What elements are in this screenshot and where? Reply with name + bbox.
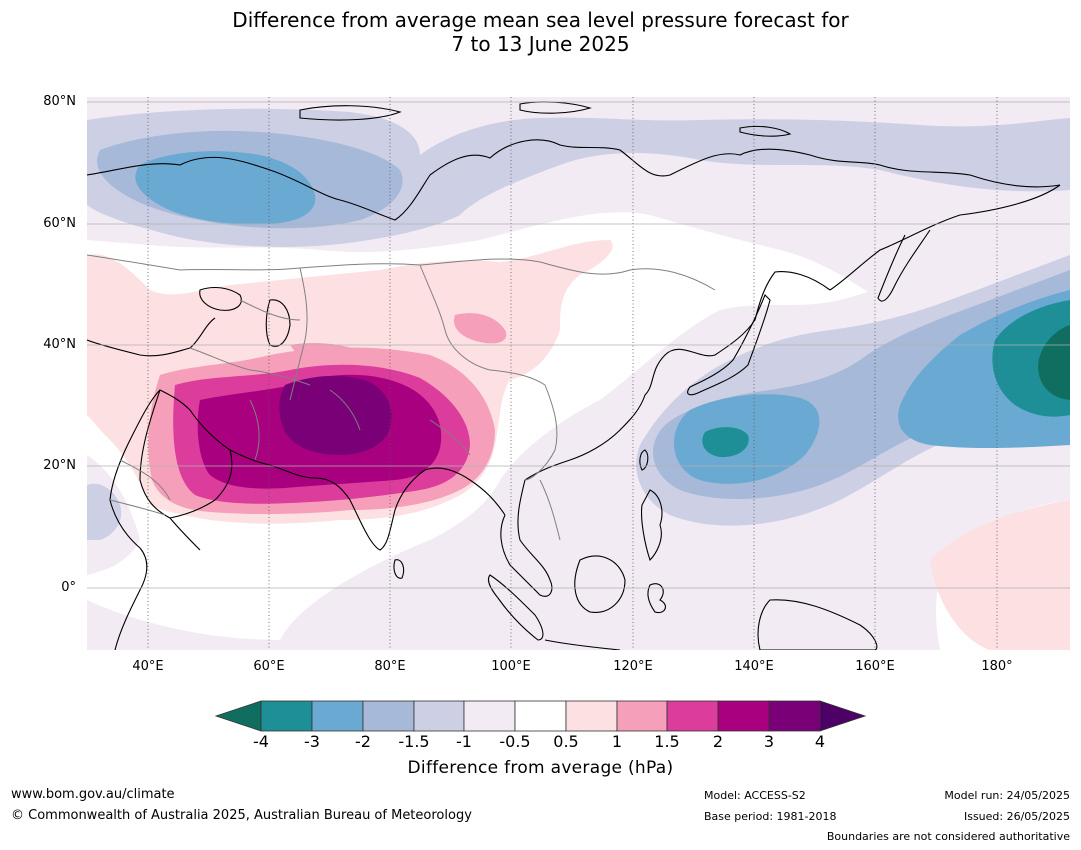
colorbar-segment-4	[413, 700, 465, 732]
colorbar-high-extend	[819, 700, 867, 732]
lat-label-20n: 20°N	[43, 458, 76, 473]
colorbar-tick: 3	[763, 732, 775, 751]
disclaimer-text: Boundaries are not considered authoritat…	[826, 830, 1070, 843]
colorbar-segment-3	[362, 700, 415, 732]
title-line-2: 7 to 13 June 2025	[451, 32, 630, 56]
website-link[interactable]: www.bom.gov.au/climate	[11, 787, 175, 802]
colorbar-tick: -3	[304, 732, 320, 751]
colorbar-tick: 2	[712, 732, 724, 751]
colorbar-tick: 4	[814, 732, 826, 751]
colorbar-segment-8	[616, 700, 668, 732]
colorbar-segment-6	[514, 700, 567, 732]
lon-label-60e: 60°E	[253, 659, 285, 674]
colorbar-segment-10	[717, 700, 770, 732]
colorbar-low-extend	[214, 700, 262, 732]
anomaly-3to4-field	[279, 375, 392, 455]
colorbar-segment-1	[260, 700, 313, 732]
colorbar-tick: 1	[611, 732, 623, 751]
lon-label-40e: 40°E	[132, 659, 164, 674]
map-title: Difference from average mean sea level p…	[0, 8, 1081, 56]
colorbar-tick: -1	[456, 732, 472, 751]
lon-label-140e: 140°E	[734, 659, 774, 674]
lat-label-0: 0°	[61, 580, 76, 595]
anomaly-below-minus4-field	[1038, 325, 1070, 400]
lat-label-60n: 60°N	[43, 216, 76, 231]
model-text: Model: ACCESS-S2	[704, 789, 806, 802]
colorbar-tick: -0.5	[499, 732, 531, 751]
base-period-text: Base period: 1981-2018	[704, 810, 837, 823]
colorbar-tick: 1.5	[654, 732, 680, 751]
lat-label-40n: 40°N	[43, 337, 76, 352]
lon-label-180: 180°	[981, 659, 1013, 674]
colorbar-tick: -2	[355, 732, 371, 751]
colorbar-segment-2	[311, 700, 364, 732]
pressure-anomaly-map	[87, 97, 1070, 650]
title-line-1: Difference from average mean sea level p…	[232, 8, 849, 32]
colorbar-segment-9	[666, 700, 719, 732]
copyright-text: © Commonwealth of Australia 2025, Austra…	[11, 808, 472, 823]
lon-label-120e: 120°E	[613, 659, 653, 674]
colorbar-segment-7	[565, 700, 618, 732]
colorbar-label: Difference from average (hPa)	[407, 758, 674, 778]
lon-label-160e: 160°E	[855, 659, 895, 674]
colorbar-tick: -4	[253, 732, 269, 751]
colorbar-tick: -1.5	[398, 732, 430, 751]
issued-text: Issued: 26/05/2025	[963, 810, 1070, 823]
lon-label-100e: 100°E	[491, 659, 531, 674]
model-run-text: Model run: 24/05/2025	[944, 789, 1070, 802]
colorbar-segment-11	[768, 700, 821, 732]
country-boundaries	[87, 254, 716, 541]
colorbar-segment-5	[463, 700, 516, 732]
parallels	[87, 101, 1070, 589]
lat-label-80n: 80°N	[43, 94, 76, 109]
colorbar-tick: 0.5	[553, 732, 579, 751]
coastlines	[87, 101, 1061, 650]
meridians	[147, 97, 998, 650]
lon-label-80e: 80°E	[374, 659, 406, 674]
